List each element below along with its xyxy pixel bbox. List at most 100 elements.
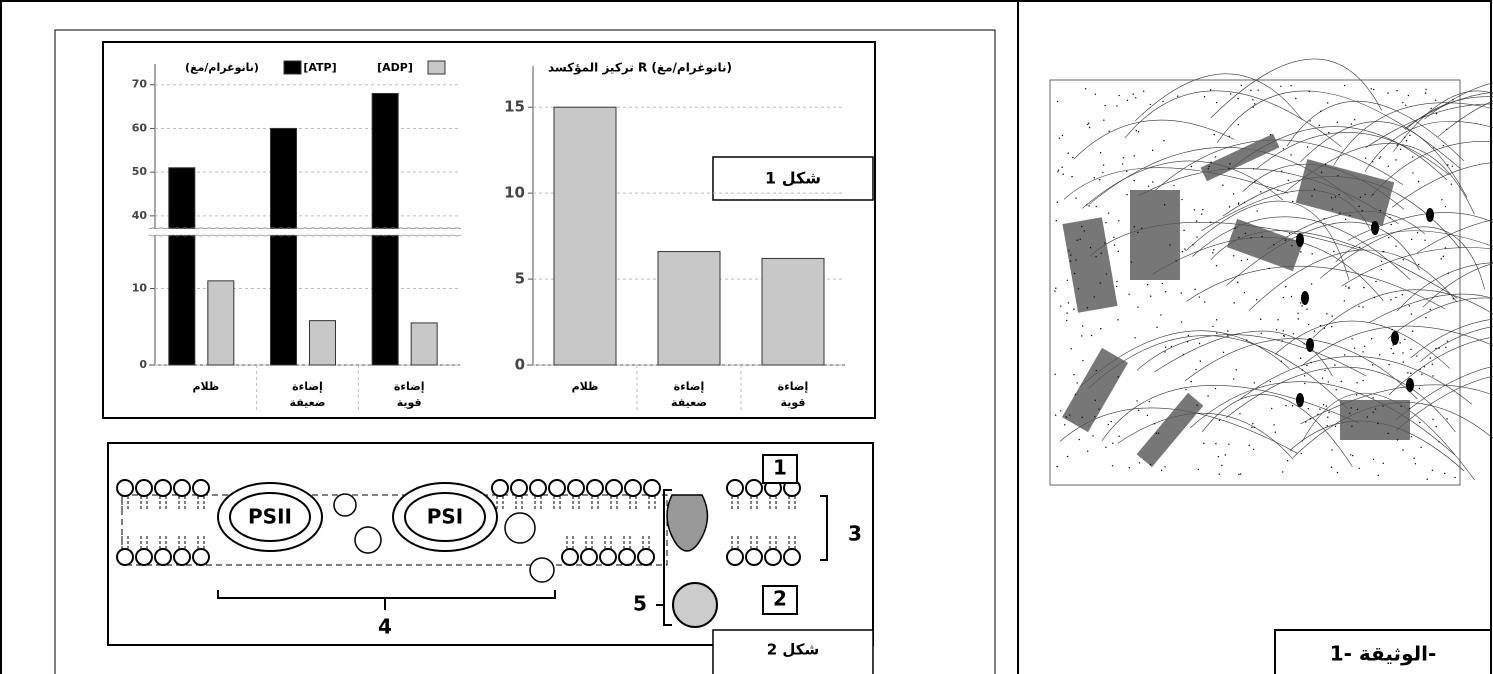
speckle <box>1253 426 1256 429</box>
speckle <box>1183 229 1185 232</box>
membrane-stroke <box>1237 356 1473 405</box>
speckle <box>1343 300 1346 302</box>
speckle <box>1363 286 1365 289</box>
speckle <box>1407 94 1410 97</box>
speckle <box>1323 218 1325 220</box>
speckle <box>1076 382 1078 384</box>
speckle <box>1215 101 1218 104</box>
speckle <box>1292 333 1295 335</box>
speckle <box>1203 96 1206 98</box>
speckle <box>1240 84 1243 87</box>
speckle <box>1153 423 1156 425</box>
speckle <box>1234 227 1236 229</box>
speckle <box>1204 301 1206 303</box>
lipid-head <box>605 479 623 497</box>
speckle <box>1444 247 1446 249</box>
speckle <box>1237 281 1239 284</box>
speckle <box>1252 423 1254 425</box>
speckle <box>1364 157 1367 159</box>
speckle <box>1196 236 1198 238</box>
speckle <box>1088 205 1090 207</box>
membrane-stroke <box>1186 265 1446 310</box>
speckle <box>1442 255 1445 258</box>
speckle <box>1075 197 1077 199</box>
speckle <box>1066 279 1069 281</box>
bar <box>207 280 235 366</box>
plastoglobule <box>1426 208 1434 222</box>
speckle <box>1175 260 1177 262</box>
speckle <box>1447 164 1449 166</box>
speckle <box>1149 103 1151 106</box>
speckle <box>1066 455 1069 458</box>
speckle <box>1354 119 1356 121</box>
axis-break <box>149 228 460 235</box>
speckle <box>1216 332 1218 334</box>
speckle <box>1089 247 1092 249</box>
y-tick-label: 60 <box>132 121 148 134</box>
speckle <box>1412 156 1414 158</box>
speckle <box>1066 312 1068 314</box>
speckle <box>1195 220 1198 222</box>
membrane-stroke <box>1201 394 1353 467</box>
speckle <box>1388 363 1390 366</box>
speckle <box>1207 395 1209 397</box>
speckle <box>1410 238 1413 241</box>
speckle <box>1061 166 1063 169</box>
speckle <box>1237 202 1240 204</box>
membrane-stroke <box>1117 412 1294 460</box>
speckle <box>1244 232 1247 235</box>
speckle <box>1126 170 1128 173</box>
speckle <box>1444 205 1447 208</box>
speckle <box>1281 340 1283 342</box>
speckle <box>1410 372 1412 375</box>
speckle <box>1118 435 1120 437</box>
speckle <box>1105 221 1107 224</box>
speckle <box>1306 308 1308 310</box>
speckle <box>1143 90 1145 92</box>
speckle <box>1078 438 1080 441</box>
carrier <box>529 557 555 583</box>
speckle <box>1351 338 1353 340</box>
lipid-head <box>764 548 782 566</box>
speckle <box>1379 209 1382 212</box>
speckle <box>1087 123 1089 126</box>
speckle <box>1452 99 1454 101</box>
speckle <box>1243 291 1246 294</box>
y-tick-label: 10 <box>504 184 525 202</box>
plastoglobule <box>1301 291 1309 305</box>
speckle <box>1309 120 1311 122</box>
speckle <box>1195 368 1197 371</box>
speckle <box>1407 372 1409 374</box>
speckle <box>1364 193 1366 196</box>
chart-frame <box>102 41 876 419</box>
granum <box>1295 159 1395 226</box>
speckle <box>1326 313 1328 315</box>
speckle <box>1424 92 1427 94</box>
legend-swatch <box>427 60 446 75</box>
speckle <box>1380 268 1383 271</box>
speckle <box>1068 250 1070 252</box>
speckle <box>1146 414 1149 417</box>
speckle <box>1253 103 1256 105</box>
speckle <box>1325 405 1328 407</box>
speckle <box>1215 443 1217 445</box>
membrane-stroke <box>1154 330 1333 377</box>
speckle <box>1323 327 1326 329</box>
speckle <box>1200 213 1203 215</box>
speckle <box>1193 209 1196 211</box>
speckle <box>1260 318 1262 321</box>
speckle <box>1432 375 1434 377</box>
speckle <box>1425 317 1427 319</box>
membrane-stroke <box>1403 91 1493 130</box>
speckle <box>1306 146 1309 148</box>
speckle <box>1192 244 1194 246</box>
bracket-5 <box>656 489 672 626</box>
x-tick-label: إضاءة قوية <box>778 380 809 409</box>
speckle <box>1060 305 1062 307</box>
speckle <box>1113 244 1116 246</box>
speckle <box>1232 193 1235 195</box>
speckle <box>1094 416 1096 418</box>
speckle <box>1291 244 1293 247</box>
speckle <box>1180 292 1183 294</box>
bar <box>761 257 825 366</box>
